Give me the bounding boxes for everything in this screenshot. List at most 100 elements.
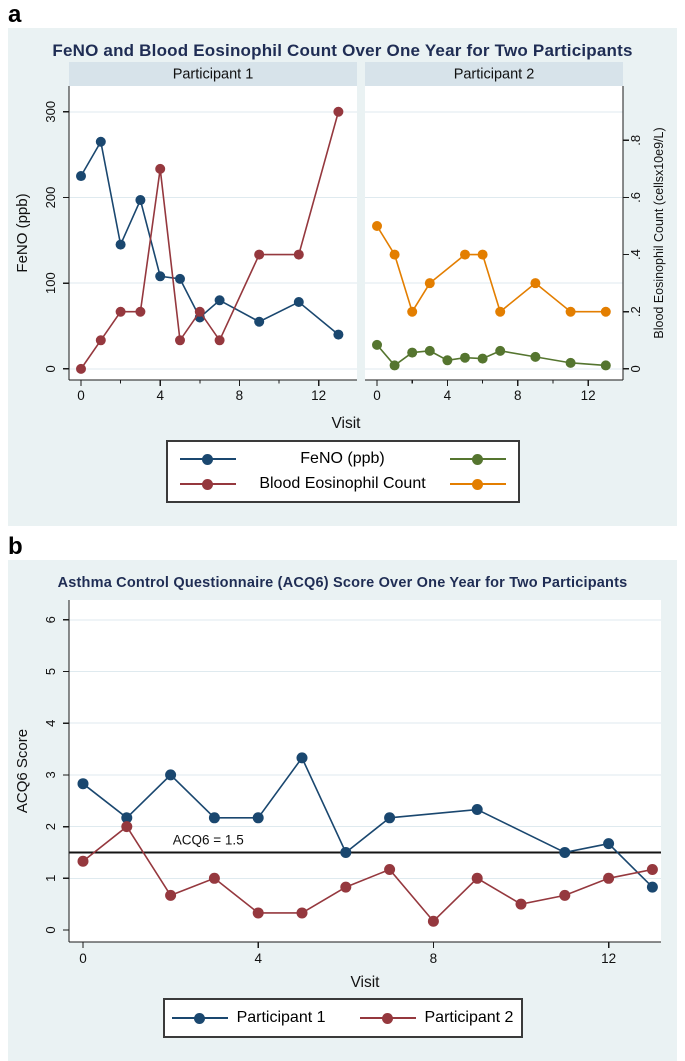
legend-label: Participant 1 [236, 1009, 326, 1026]
data-point-marker [154, 163, 165, 174]
legend-label: Participant 2 [424, 1009, 514, 1026]
legend-line-marker-swatch [179, 478, 236, 491]
data-point-marker [424, 278, 435, 289]
legend-row: Blood Eosinophil Count [179, 475, 506, 493]
y-tick-label: 100 [43, 272, 58, 294]
right-tick-label: .4 [628, 249, 643, 260]
panel-header-title: Participant 2 [453, 67, 534, 83]
data-point-marker [600, 360, 611, 371]
data-point-marker [208, 872, 220, 884]
data-point-marker [253, 249, 264, 260]
legend-dot [201, 453, 213, 465]
data-point-marker [75, 363, 86, 374]
data-point-marker [600, 306, 611, 317]
data-point-marker [565, 306, 576, 317]
data-point-marker [602, 838, 614, 850]
data-point-marker [471, 804, 483, 816]
x-tick-label: 12 [311, 388, 326, 403]
data-point-marker [424, 345, 435, 356]
data-point-marker [406, 306, 417, 317]
data-point-marker [471, 872, 483, 884]
data-point-marker [77, 778, 88, 790]
plot-area [364, 86, 623, 380]
reference-line-label: ACQ6 = 1.5 [172, 832, 243, 847]
data-point-marker [174, 335, 185, 346]
data-point-marker [164, 889, 176, 901]
data-point-marker [494, 345, 505, 356]
x-tick-label: 12 [580, 388, 595, 403]
data-point-marker [477, 249, 488, 260]
data-point-marker [558, 846, 570, 858]
legend-entry: Participant 2 [359, 1009, 514, 1027]
data-point-marker [371, 339, 382, 350]
legend-label: Blood Eosinophil Count [259, 475, 426, 492]
data-point-marker [646, 864, 658, 876]
data-point-marker [371, 221, 382, 232]
y-tick-label: 1 [43, 875, 58, 882]
data-point-marker [120, 821, 132, 833]
figure-a-label: a [8, 1, 22, 28]
legend-dot [201, 478, 213, 490]
panel-header [364, 62, 623, 86]
data-point-marker [602, 872, 614, 884]
x-axis-title: Visit [331, 415, 361, 432]
data-point-marker [75, 171, 86, 182]
data-point-marker [115, 306, 126, 317]
x-tick-label: 8 [514, 388, 522, 403]
data-point-marker [214, 335, 225, 346]
y-tick-label: 300 [43, 101, 58, 123]
data-point-marker [164, 769, 176, 781]
data-point-marker [296, 752, 307, 764]
x-tick-label: 12 [601, 951, 616, 966]
data-point-marker [558, 889, 570, 901]
data-point-marker [389, 249, 400, 260]
data-point-marker [296, 907, 307, 919]
x-tick-label: 0 [77, 388, 85, 403]
data-point-marker [120, 812, 132, 824]
data-point-marker [646, 881, 658, 893]
data-point-marker [208, 812, 220, 824]
x-tick-label: 8 [235, 388, 243, 403]
figure-b-label: b [8, 533, 23, 560]
data-point-marker [194, 306, 205, 317]
chart-a-svg: Participant 1 0 4 8 12 Participant 2 0 4 8 12 0 100… [14, 62, 666, 432]
legend-line-marker-swatch [171, 1012, 228, 1025]
panel-header [68, 62, 357, 86]
y-tick-label: 6 [43, 616, 58, 623]
x-tick-label: 8 [429, 951, 437, 966]
data-point-marker [332, 329, 343, 340]
data-point-marker [383, 812, 395, 824]
data-point-marker [154, 271, 165, 282]
figure-b-card: Asthma Control Questionnaire (ACQ6) Scor… [8, 560, 677, 1061]
y-tick-label: 4 [43, 720, 58, 727]
legend-line-marker-swatch [449, 478, 506, 491]
panel-header-title: Participant 1 [172, 67, 253, 83]
y-axis-title: FeNO (ppb) [14, 193, 31, 272]
legend-entry: Participant 1 [171, 1009, 326, 1027]
data-point-marker [77, 855, 88, 867]
legend-dot [471, 453, 483, 465]
y-tick-label: 200 [43, 187, 58, 209]
x-tick-label: 0 [79, 951, 87, 966]
data-point-marker [252, 907, 264, 919]
data-point-marker [389, 360, 400, 371]
data-point-marker [134, 306, 145, 317]
data-point-marker [252, 812, 264, 824]
x-tick-label: 4 [443, 388, 451, 403]
figure-a-title: FeNO and Blood Eosinophil Count Over One… [52, 41, 633, 60]
data-point-marker [515, 898, 526, 910]
series-line [82, 756, 653, 888]
data-point-marker [293, 297, 304, 308]
legend-line-marker-swatch [179, 453, 236, 466]
figure-a-card: FeNO and Blood Eosinophil Count Over One… [8, 28, 677, 526]
plot-area [68, 600, 661, 942]
data-point-marker [529, 351, 540, 362]
plot-area [68, 86, 357, 380]
data-point-marker [174, 273, 185, 284]
series-line [375, 225, 606, 314]
data-point-marker [293, 249, 304, 260]
right-tick-label: .2 [628, 306, 643, 317]
data-point-marker [459, 249, 470, 260]
